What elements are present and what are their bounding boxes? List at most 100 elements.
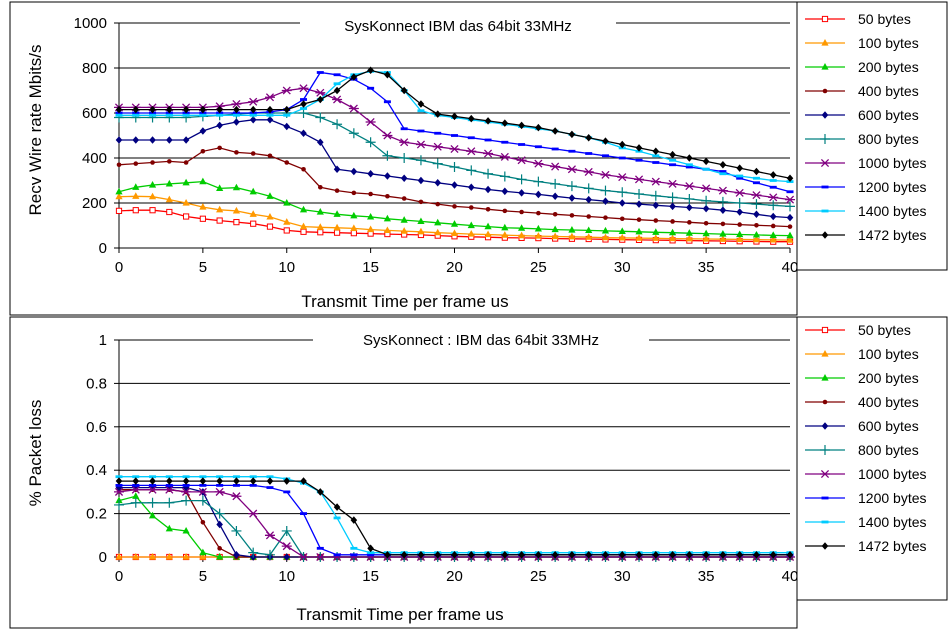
legend-swatch-marker bbox=[821, 209, 829, 213]
data-point bbox=[249, 187, 257, 195]
data-point bbox=[333, 73, 341, 77]
chart-bottom: 00.20.40.60.810 5 10 15 20 25 30 35 40 SysKonnec… bbox=[9, 316, 948, 629]
data-point bbox=[754, 222, 759, 228]
data-point bbox=[585, 195, 592, 204]
chart-top-series bbox=[114, 66, 795, 245]
data-point bbox=[166, 477, 173, 485]
data-point bbox=[166, 105, 173, 114]
x-tick-label: 15 bbox=[362, 568, 379, 585]
data-point bbox=[687, 220, 692, 225]
data-point bbox=[232, 113, 240, 117]
x-tick-label: 30 bbox=[614, 568, 631, 585]
data-point bbox=[283, 490, 291, 494]
data-point bbox=[650, 190, 661, 201]
x-tick-label: 35 bbox=[698, 259, 715, 276]
chart-top-ylabel: Recv Wire rate Mbits/s bbox=[26, 45, 45, 216]
x-tick-label: 40 bbox=[782, 259, 799, 276]
legend-entry: 200 bytes bbox=[805, 370, 919, 386]
data-point bbox=[669, 150, 676, 159]
data-point bbox=[434, 131, 442, 135]
data-point bbox=[449, 162, 460, 172]
legend-label: 800 bytes bbox=[858, 131, 919, 147]
data-point bbox=[502, 208, 508, 214]
data-point bbox=[568, 232, 576, 240]
data-point bbox=[667, 192, 678, 203]
data-point bbox=[367, 86, 375, 90]
data-point bbox=[199, 177, 207, 185]
data-point bbox=[115, 207, 123, 214]
data-point bbox=[736, 176, 744, 180]
data-point bbox=[181, 487, 192, 496]
data-point bbox=[315, 88, 326, 97]
data-point bbox=[165, 195, 173, 203]
legend-label: 200 bytes bbox=[858, 370, 919, 386]
data-point bbox=[284, 160, 290, 165]
data-point bbox=[348, 104, 359, 113]
data-point bbox=[751, 191, 762, 200]
legend-swatch-marker bbox=[821, 15, 829, 23]
legend-box bbox=[796, 1, 948, 271]
data-point bbox=[367, 225, 375, 233]
data-point bbox=[199, 475, 207, 479]
data-point bbox=[484, 230, 492, 238]
data-point bbox=[417, 176, 425, 185]
data-point bbox=[365, 117, 376, 127]
data-point bbox=[114, 499, 124, 510]
legend-label: 100 bytes bbox=[858, 346, 919, 362]
data-point bbox=[133, 161, 139, 166]
data-point bbox=[751, 199, 762, 210]
data-point bbox=[182, 178, 190, 186]
data-point bbox=[264, 531, 275, 540]
data-point bbox=[467, 183, 475, 192]
chart-top: 0 200 400 600 800 1000 0 5 10 15 20 25 30 35 40 SysKon… bbox=[9, 1, 948, 316]
data-point bbox=[216, 217, 223, 224]
data-point bbox=[333, 223, 341, 231]
data-point bbox=[115, 553, 123, 560]
data-point bbox=[635, 144, 643, 152]
legend-entry: 1400 bytes bbox=[805, 203, 927, 219]
data-point bbox=[281, 542, 292, 551]
data-point bbox=[315, 112, 326, 123]
data-point bbox=[167, 159, 172, 164]
data-point bbox=[300, 107, 308, 110]
y-tick-label: 1000 bbox=[74, 15, 107, 32]
legend-label: 1000 bytes bbox=[858, 466, 927, 482]
legend-swatch-marker bbox=[821, 350, 829, 357]
data-point bbox=[299, 222, 308, 230]
y-tick-label: 1 bbox=[99, 332, 107, 349]
y-tick-label: 0.2 bbox=[86, 506, 107, 523]
data-point bbox=[216, 520, 223, 529]
legend-label: 800 bytes bbox=[858, 442, 919, 458]
data-point bbox=[115, 187, 123, 195]
data-point bbox=[231, 492, 242, 501]
data-point bbox=[232, 206, 241, 214]
data-point bbox=[501, 231, 509, 238]
data-point bbox=[769, 185, 777, 189]
data-point bbox=[266, 113, 274, 117]
data-point bbox=[115, 483, 123, 487]
data-point bbox=[602, 551, 609, 559]
data-point bbox=[149, 477, 156, 485]
data-point bbox=[753, 210, 760, 219]
x-tick-label: 30 bbox=[614, 259, 631, 276]
data-point bbox=[367, 551, 375, 555]
data-point bbox=[452, 204, 457, 209]
data-point bbox=[216, 483, 224, 487]
data-point bbox=[249, 105, 257, 114]
data-point bbox=[770, 223, 776, 229]
data-point bbox=[384, 551, 391, 559]
data-point bbox=[130, 497, 141, 508]
legend-entry: 50 bytes bbox=[805, 322, 911, 338]
legend-entry: 400 bytes bbox=[805, 83, 919, 99]
data-point bbox=[350, 167, 358, 176]
data-point bbox=[348, 128, 359, 139]
data-point bbox=[769, 179, 777, 182]
data-point bbox=[467, 221, 475, 229]
data-point bbox=[214, 487, 225, 496]
data-point bbox=[199, 105, 207, 114]
data-point bbox=[752, 235, 761, 243]
data-point bbox=[434, 178, 442, 187]
legend-entry: 1000 bytes bbox=[805, 466, 927, 482]
data-point bbox=[115, 105, 123, 114]
data-point bbox=[583, 183, 594, 194]
